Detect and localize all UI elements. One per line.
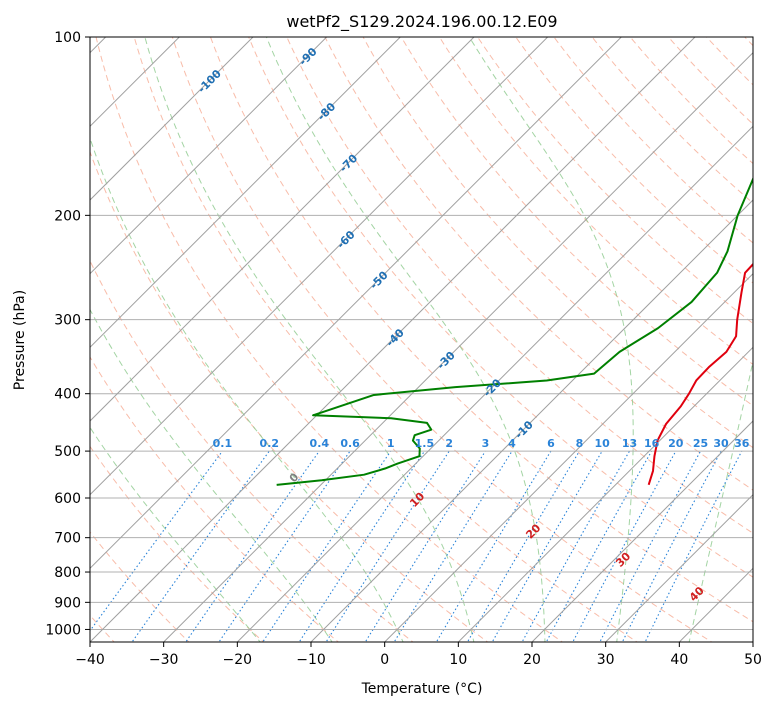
mixing-ratio-line: [435, 450, 552, 642]
isotherm-line: [90, 37, 254, 201]
y-axis: 100 200 300 400 500 600 700 800 900 1000: [45, 30, 90, 638]
dry-adiabat-line: [248, 37, 753, 578]
dry-adiabat-line: [95, 37, 564, 642]
mixing-ratio-line: [644, 450, 743, 642]
isotherm-line: [457, 346, 753, 642]
x-tick-label: −10: [296, 652, 326, 668]
mixing-ratio-label: 25: [693, 437, 708, 450]
y-tick-label: 1000: [45, 622, 81, 638]
mixing-ratio-line: [521, 450, 630, 642]
isotherm-line: [90, 37, 402, 349]
mixing-ratio-label: 36: [734, 437, 750, 450]
mixing-ratio-label: 16: [644, 437, 660, 450]
dry-adiabat-line: [324, 37, 753, 491]
mixing-ratio-label: 30: [713, 437, 729, 450]
mixing-ratio-label: 0.2: [260, 437, 280, 450]
plot-frame: [89, 36, 754, 643]
dry-adiabat-line: [90, 356, 340, 642]
x-axis: −40 −30 −20 −10 0 10 20 30 40 50: [75, 642, 762, 668]
x-tick-label: 10: [449, 652, 467, 668]
mixing-ratio-line: [298, 450, 425, 642]
isotherm-line: [90, 37, 623, 570]
mixing-ratio-label: 0.1: [213, 437, 233, 450]
isotherm-line: [383, 272, 753, 642]
x-tick-label: −20: [223, 652, 253, 668]
isotherm-line: [90, 37, 475, 422]
y-tick-label: 600: [54, 491, 81, 507]
x-tick-label: −30: [149, 652, 179, 668]
mixing-ratio-line: [599, 450, 702, 642]
chart-title: wetPf2_S129.2024.196.00.12.E09: [286, 12, 557, 32]
y-axis-label: Pressure (hPa): [12, 290, 28, 390]
mixing-ratio-label: 3: [482, 437, 490, 450]
mixing-ratio-label: 10: [594, 437, 610, 450]
mixing-ratio-line: [466, 450, 580, 642]
y-tick-label: 300: [54, 313, 81, 329]
isotherm-line: [531, 420, 753, 642]
dewpoint-series-line: [276, 176, 753, 486]
isotherm-line: [310, 199, 753, 642]
mixing-ratio-line: [491, 450, 603, 642]
mixing-ratio-label: 0.4: [310, 437, 330, 450]
isotherm-line: [162, 51, 753, 642]
dry-adiabat-line: [90, 259, 414, 642]
dry-adiabat-line: [400, 37, 753, 407]
dry-adiabat-line: [171, 37, 713, 642]
dry-adiabats: [90, 37, 753, 642]
mixing-ratio-label: 1.5: [415, 437, 435, 450]
mixing-ratio-label: 4: [508, 437, 516, 450]
mixing-ratio-label: 13: [622, 437, 637, 450]
isotherm-line: [90, 37, 328, 275]
mixing-ratio-label: 6: [547, 437, 555, 450]
dry-adiabat-line: [477, 37, 753, 325]
x-tick-label: −40: [75, 652, 105, 668]
y-tick-label: 800: [54, 565, 81, 581]
series-lines: [276, 176, 753, 486]
x-tick-label: 50: [744, 652, 762, 668]
y-tick-label: 100: [54, 30, 81, 46]
mixing-ratio-label: 8: [576, 437, 584, 450]
mixing-ratio-label: 0.6: [340, 437, 360, 450]
isotherm-line: [604, 493, 753, 642]
dry-adiabat-line: [90, 150, 489, 642]
mixing-ratio-label: 20: [668, 437, 684, 450]
mixing-ratio-line: [262, 450, 392, 642]
dry-adiabat-line: [133, 37, 638, 642]
x-tick-label: 30: [597, 652, 615, 668]
isotherm-line: [90, 37, 696, 642]
mixing-ratio-line: [218, 450, 351, 642]
y-tick-label: 500: [54, 444, 81, 460]
isotherms: [90, 37, 753, 642]
dry-adiabat-line: [629, 37, 753, 165]
x-tick-label: 0: [380, 652, 389, 668]
y-tick-label: 900: [54, 595, 81, 611]
mixing-ratio-line: [621, 450, 722, 642]
dry-adiabat-line: [286, 37, 753, 534]
dry-adiabat-line: [438, 37, 753, 366]
temperature-series-line: [647, 262, 753, 486]
dry-adiabat-line: [209, 37, 753, 623]
x-axis-label: Temperature (°C): [361, 681, 483, 697]
x-tick-label: 20: [523, 652, 541, 668]
mixing-ratio-line: [572, 450, 677, 642]
x-tick-label: 40: [670, 652, 688, 668]
dry-adiabat-line: [90, 445, 265, 642]
dry-adiabat-line: [362, 37, 753, 449]
mixing-ratio-lines: [90, 450, 743, 642]
mixing-ratio-label: 2: [445, 437, 453, 450]
y-tick-label: 400: [54, 387, 81, 403]
dry-adiabat-line: [515, 37, 753, 284]
pressure-gridlines: [90, 37, 753, 630]
isotherm-line: [236, 125, 753, 642]
mixing-ratio-label: 1: [387, 437, 395, 450]
y-tick-label: 700: [54, 531, 81, 547]
y-tick-label: 200: [54, 208, 81, 224]
isotherm-line: [90, 37, 549, 496]
mixing-ratio-line: [393, 450, 513, 642]
